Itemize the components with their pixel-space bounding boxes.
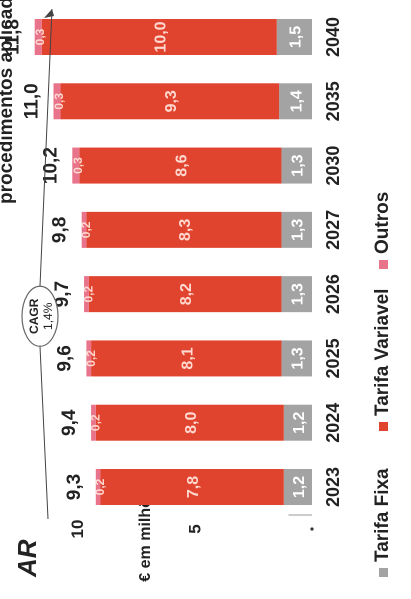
category-label: 2035 [323,81,343,121]
bar-segment-tarifa-fixa [281,211,313,248]
data-label: 0,2 [79,221,93,238]
legend-label: Tarifa Variavel [372,289,393,416]
data-label: 1,2 [291,411,308,433]
bar-segment-tarifa-fixa [279,83,313,120]
bar-segment-tarifa-fixa [276,19,312,55]
data-label: 1,3 [290,283,307,305]
data-label: 0,2 [84,350,98,367]
y-tick-label: 10 [68,520,87,539]
data-label: 8,1 [179,347,196,369]
category-label: 2023 [323,467,343,507]
cagr-arrow-line [39,346,49,520]
cagr-arrow-line [39,8,53,287]
bar-segment-outros [72,147,80,184]
data-label: 9,3 [163,90,180,112]
data-label: 1,5 [287,26,304,48]
cagr-value: 1,4% [41,302,55,330]
total-label: 11,8 [3,19,24,55]
category-label: 2040 [323,17,343,57]
data-label: 0,3 [52,93,66,110]
data-label: 0,3 [71,157,85,174]
legend-swatch [379,422,388,431]
bar-segment-outros [53,83,61,120]
bar-segment-outros [81,211,87,248]
y-axis-label: € em milhões [137,480,154,581]
data-label: 8,2 [178,283,195,305]
data-label: 1,2 [291,476,308,498]
data-label: 0,2 [93,478,107,495]
x-axis-categories: 2023 2024 2025 2026 2027 2030 2035 2040 [323,17,343,507]
header-cut-text: procedimentos aplicados se [0,0,17,204]
bar-segment-tarifa-variavel [79,147,282,184]
bar-segment-outros [84,276,89,313]
bar-segment-tarifa-fixa [281,147,313,184]
bar-segment-tarifa-variavel [41,19,277,55]
total-label: 9,7 [52,281,73,307]
category-label: 2024 [323,403,343,443]
cagr-label: CAGR [27,298,41,334]
axis-origin-dot [310,527,314,531]
bar-segment-tarifa-fixa [283,469,312,505]
bar-segment-tarifa-variavel [95,404,284,441]
chart-title: AR [12,539,42,578]
bars: 1,2 7,8 0,2 1,2 8,0 0,2 1,3 8,1 0,2 1,3 8,2 0,2 1,3 8… [33,19,313,505]
category-label: 2027 [323,210,343,250]
bar-segment-tarifa-variavel [91,340,282,377]
data-label: 0,2 [88,414,102,431]
data-label: 1,3 [290,154,307,176]
bar-segment-tarifa-variavel [100,469,284,505]
data-label: 1,3 [290,347,307,369]
total-label: 9,4 [59,409,80,436]
legend-label: Tarifa Fixa [372,468,393,562]
chart-header: AR procedimentos aplicados se [0,0,42,578]
total-label: 11,0 [22,83,43,119]
data-label: 0,3 [33,28,47,45]
y-axis-line [288,514,314,531]
data-label: 10,0 [152,21,169,52]
data-label: 8,6 [173,154,190,176]
cagr-ellipse [21,285,59,347]
category-label: 2025 [323,338,343,378]
category-label: 2026 [323,274,343,314]
bar-segment-tarifa-fixa [281,276,313,313]
total-label: 9,8 [50,217,71,243]
total-label: 9,6 [54,345,75,371]
total-label: 10,2 [40,147,61,184]
data-label: 8,0 [183,411,200,433]
total-label: 9,3 [64,474,85,500]
legend-swatch [379,260,388,269]
bar-segment-outros [95,469,101,505]
data-label: 1,3 [290,219,307,241]
cagr-arrow-head [44,9,54,18]
legend-label: Outros [372,192,393,254]
bar-segment-tarifa-variavel [60,83,280,120]
data-label: 7,8 [185,476,202,498]
data-label: 0,2 [81,285,95,302]
cagr-annotation: CAGR 1,4% [21,8,59,520]
legend-swatch [379,568,388,577]
legend: Tarifa Fixa Tarifa Variavel Outros [372,192,393,577]
category-label: 2030 [323,146,343,186]
bar-segment-outros [34,19,42,55]
bar-segment-tarifa-variavel [86,211,282,248]
bar-segment-tarifa-fixa [283,404,312,441]
y-axis-ticks: 10 5 [68,520,205,539]
bar-segment-outros [91,404,96,441]
bar-segment-tarifa-variavel [88,276,282,313]
data-label: 8,3 [177,219,194,241]
data-label: 1,4 [289,90,306,112]
bar-segment-tarifa-fixa [281,340,313,377]
bar-segment-outros [86,340,92,377]
y-tick-label: 5 [186,524,205,533]
